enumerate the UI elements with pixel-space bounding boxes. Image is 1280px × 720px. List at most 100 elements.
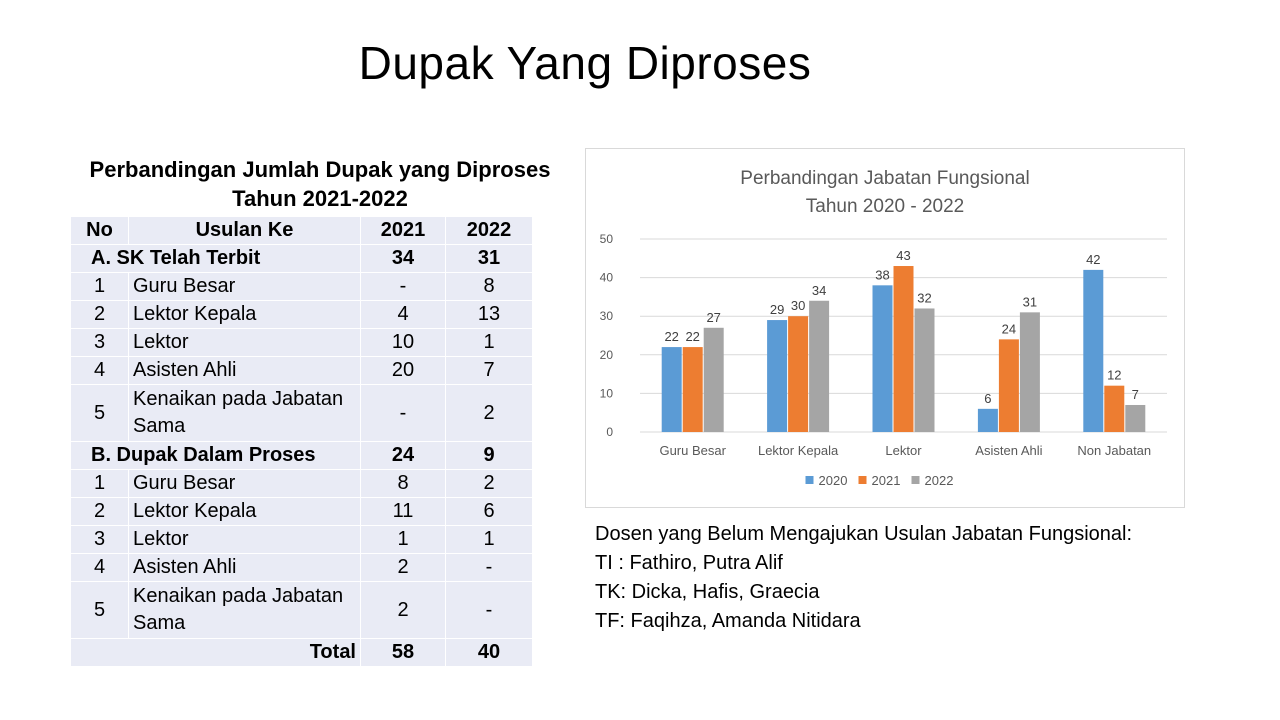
- legend-label: 2022: [925, 473, 954, 488]
- section-a-2022: 31: [445, 244, 533, 273]
- data-label: 27: [706, 310, 720, 325]
- bar-2021: [682, 347, 703, 432]
- total-label: Total: [70, 638, 361, 667]
- row-2022: 8: [445, 272, 533, 301]
- section-a-label: A. SK Telah Terbit: [70, 244, 361, 273]
- table-title: Perbandingan Jumlah Dupak yang Diproses …: [70, 155, 570, 213]
- legend-swatch-2022: [911, 476, 920, 484]
- row-2021: 8: [360, 469, 446, 498]
- data-label: 42: [1086, 252, 1100, 267]
- section-a-2021: 34: [360, 244, 446, 273]
- total-row: Total 58 40: [70, 638, 533, 667]
- table-row: 5 Kenaikan pada Jabatan Sama 2 -: [70, 581, 533, 639]
- notes-line-ti: TI : Fathiro, Putra Alif: [595, 552, 783, 574]
- x-tick-label: Lektor Kepala: [758, 443, 839, 458]
- y-tick-label: 20: [600, 348, 614, 362]
- row-2021: 11: [360, 497, 446, 526]
- row-2021: -: [360, 272, 446, 301]
- chart-bars: 22 22 27 29 30 34 38 43 32 6 24 31 42 12 7: [661, 248, 1146, 432]
- table-row: 3 Lektor 1 1: [70, 525, 533, 554]
- bar-2021: [788, 316, 809, 432]
- row-no: 2: [70, 300, 129, 329]
- row-2022: 6: [445, 497, 533, 526]
- table-row: 3 Lektor 10 1: [70, 328, 533, 357]
- x-tick-label: Non Jabatan: [1077, 443, 1151, 458]
- section-b-label: B. Dupak Dalam Proses: [70, 441, 361, 470]
- table-title-line2: Tahun 2021-2022: [232, 186, 408, 211]
- x-tick-label: Lektor: [885, 443, 922, 458]
- bar-2022: [914, 308, 935, 432]
- legend-swatch-2021: [858, 476, 867, 484]
- bar-2022: [809, 300, 830, 432]
- table-title-line1: Perbandingan Jumlah Dupak yang Diproses: [89, 157, 551, 182]
- row-no: 2: [70, 497, 129, 526]
- dupak-table: No Usulan Ke 2021 2022 A. SK Telah Terbi…: [70, 216, 533, 667]
- data-label: 34: [812, 283, 826, 298]
- table-row: 2 Lektor Kepala 11 6: [70, 497, 533, 526]
- row-2021: -: [360, 384, 446, 442]
- slide-title: Dupak Yang Diproses: [358, 37, 812, 89]
- row-2022: 2: [445, 469, 533, 498]
- table-row: 1 Guru Besar - 8: [70, 272, 533, 301]
- header-2021: 2021: [360, 216, 446, 245]
- row-2022: -: [445, 553, 533, 582]
- section-b-2021: 24: [360, 441, 446, 470]
- row-name: Lektor: [128, 328, 361, 357]
- row-no: 5: [70, 581, 129, 639]
- data-label: 29: [770, 302, 784, 317]
- row-2021: 2: [360, 553, 446, 582]
- y-tick-label: 30: [600, 309, 614, 323]
- row-no: 4: [70, 356, 129, 385]
- bar-2020: [977, 408, 998, 432]
- chart-title: Perbandingan Jabatan Fungsional: [740, 168, 1029, 189]
- y-tick-label: 10: [600, 386, 614, 400]
- chart-axis-labels: 0 10 20 30 40 50 Guru Besar Lektor Kepala Lektor…: [600, 232, 1152, 458]
- table-row: 4 Asisten Ahli 20 7: [70, 356, 533, 385]
- bar-2022: [703, 327, 724, 432]
- bar-2020: [661, 347, 682, 432]
- row-name: Kenaikan pada Jabatan Sama: [128, 384, 361, 442]
- row-no: 1: [70, 272, 129, 301]
- row-no: 4: [70, 553, 129, 582]
- row-2022: -: [445, 581, 533, 639]
- table-header-row: No Usulan Ke 2021 2022: [70, 216, 533, 245]
- bar-2022: [1019, 312, 1040, 432]
- chart-subtitle: Tahun 2020 - 2022: [806, 196, 964, 217]
- data-label: 38: [875, 267, 889, 282]
- total-2022: 40: [445, 638, 533, 667]
- row-name-line2: Sama: [133, 612, 186, 634]
- table-row: 2 Lektor Kepala 4 13: [70, 300, 533, 329]
- row-name-line2: Sama: [133, 415, 186, 437]
- row-name: Guru Besar: [128, 272, 361, 301]
- chart-legend: 2020 2021 2022: [805, 473, 954, 488]
- row-2021: 1: [360, 525, 446, 554]
- table-row: 5 Kenaikan pada Jabatan Sama - 2: [70, 384, 533, 442]
- row-2021: 10: [360, 328, 446, 357]
- row-2022: 2: [445, 384, 533, 442]
- bar-2021: [1104, 385, 1125, 432]
- row-no: 3: [70, 328, 129, 357]
- total-2021: 58: [360, 638, 446, 667]
- notes-line-tk: TK: Dicka, Hafis, Graecia: [595, 581, 820, 603]
- row-2022: 1: [445, 525, 533, 554]
- row-2021: 20: [360, 356, 446, 385]
- row-name: Lektor Kepala: [128, 300, 361, 329]
- bar-2020: [767, 320, 788, 432]
- row-2021: 2: [360, 581, 446, 639]
- section-b-2022: 9: [445, 441, 533, 470]
- row-name-line1: Kenaikan pada Jabatan: [133, 585, 344, 607]
- data-label: 6: [984, 391, 991, 406]
- bar-chart: Perbandingan Jabatan Fungsional Tahun 20…: [585, 148, 1185, 508]
- row-name: Asisten Ahli: [128, 356, 361, 385]
- data-label: 12: [1107, 368, 1121, 383]
- bar-2021: [893, 266, 914, 432]
- bar-2022: [1125, 404, 1146, 432]
- bar-2021: [998, 339, 1019, 432]
- table-row: 4 Asisten Ahli 2 -: [70, 553, 533, 582]
- section-b-row: B. Dupak Dalam Proses 24 9: [70, 441, 533, 470]
- legend-label: 2021: [872, 473, 901, 488]
- notes-heading: Dosen yang Belum Mengajukan Usulan Jabat…: [595, 523, 1133, 545]
- data-label: 22: [664, 329, 678, 344]
- table-row: 1 Guru Besar 8 2: [70, 469, 533, 498]
- row-name: Asisten Ahli: [128, 553, 361, 582]
